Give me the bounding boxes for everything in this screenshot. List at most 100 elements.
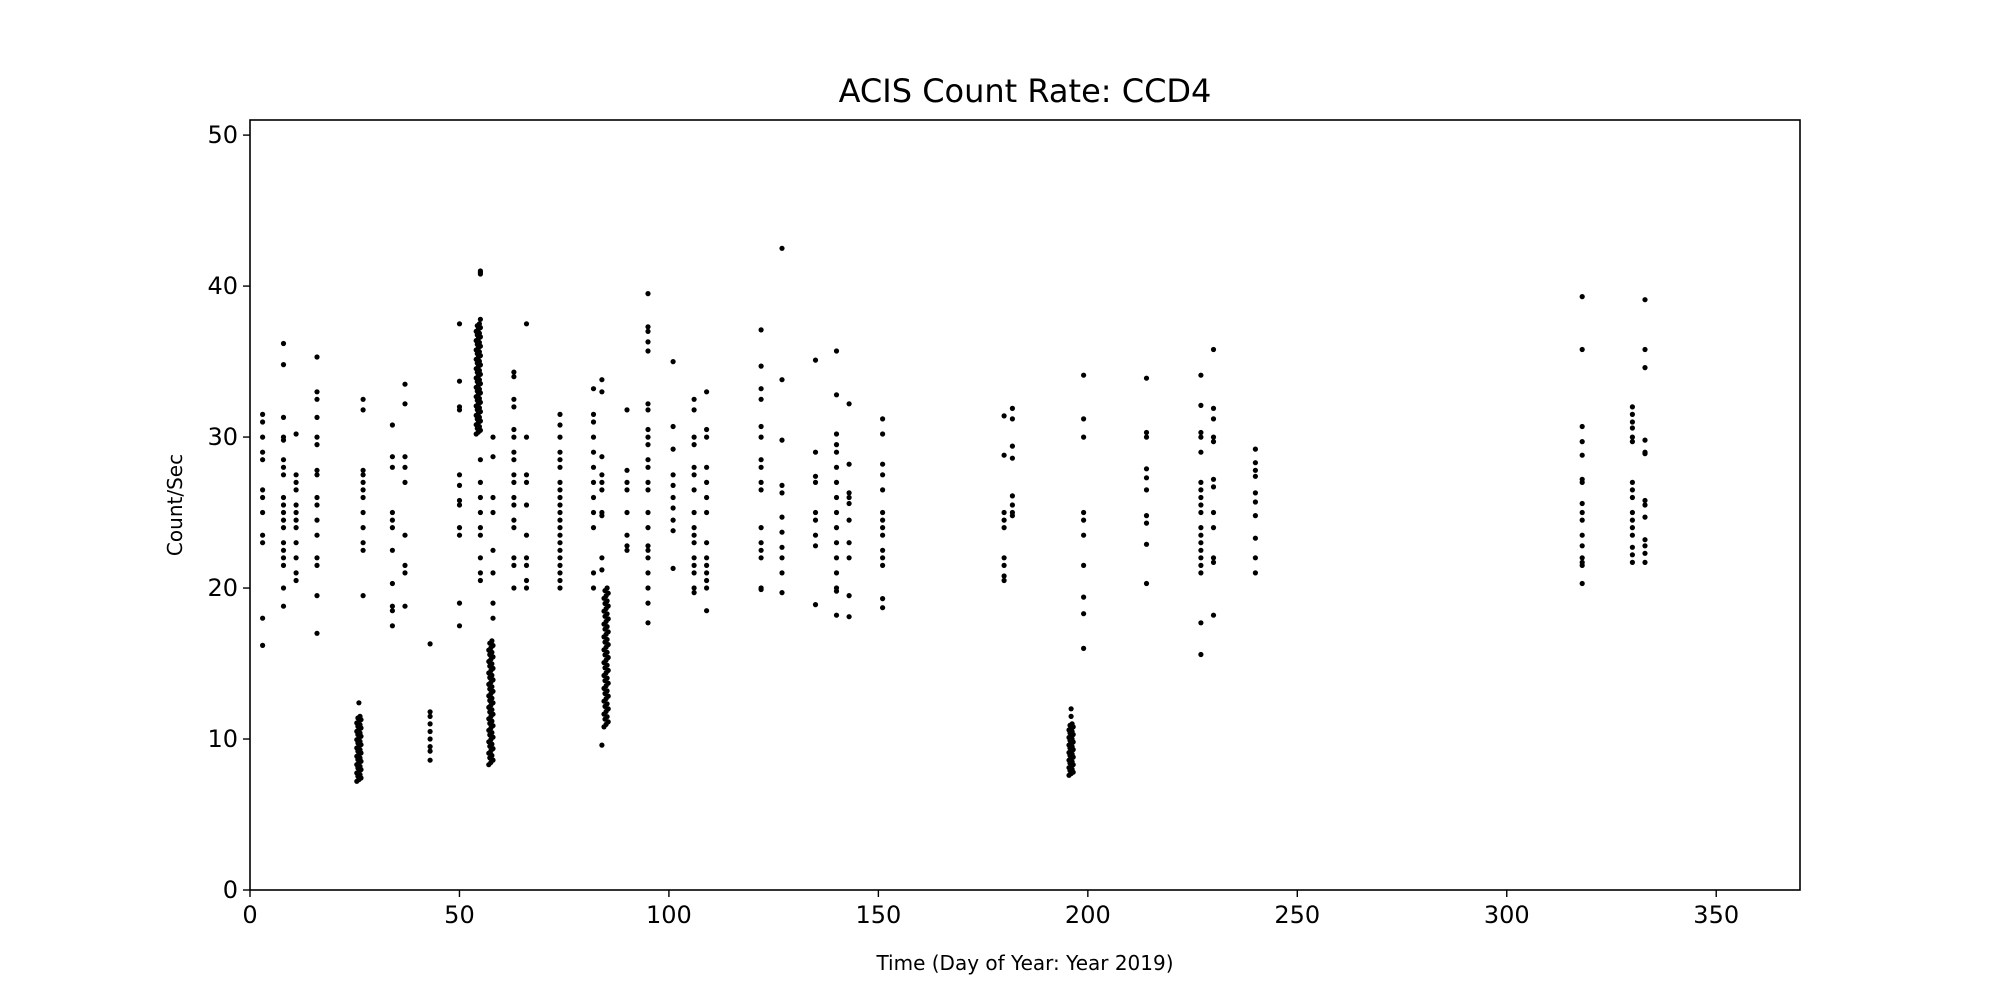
data-point — [293, 540, 299, 546]
data-point — [314, 467, 320, 473]
data-point — [1629, 532, 1635, 538]
data-point — [357, 713, 363, 720]
data-point — [1009, 455, 1016, 461]
data-point — [1081, 416, 1087, 422]
data-point — [293, 555, 299, 561]
data-point — [704, 494, 710, 501]
data-point — [511, 449, 517, 455]
data-point — [691, 434, 697, 440]
data-point — [1143, 541, 1150, 547]
data-point — [293, 502, 299, 508]
data-point — [880, 509, 886, 516]
data-point — [1198, 651, 1204, 658]
data-point — [624, 543, 630, 549]
data-point — [260, 642, 266, 649]
x-tick-label: 150 — [855, 901, 901, 929]
data-point — [645, 525, 651, 531]
data-point — [846, 461, 852, 467]
data-point — [1210, 559, 1217, 566]
data-point — [1210, 509, 1217, 516]
data-point — [427, 748, 433, 754]
data-point — [260, 509, 266, 516]
data-point — [624, 479, 630, 485]
data-point — [599, 487, 605, 493]
data-point — [490, 454, 496, 460]
data-point — [645, 600, 651, 606]
data-point — [314, 389, 320, 395]
data-point — [490, 600, 496, 606]
data-point — [880, 605, 886, 611]
data-point — [427, 728, 433, 735]
data-point — [833, 525, 840, 531]
data-point — [1642, 297, 1648, 303]
data-point — [314, 414, 320, 420]
data-point — [477, 457, 483, 463]
data-point — [360, 547, 366, 553]
data-point — [779, 555, 785, 561]
data-point — [1198, 540, 1204, 546]
data-point — [1198, 402, 1204, 408]
data-point — [846, 517, 852, 523]
data-point — [1001, 562, 1007, 569]
data-point — [1198, 509, 1204, 516]
data-point — [1629, 411, 1635, 417]
data-point — [293, 509, 299, 516]
data-point — [880, 525, 886, 531]
data-point — [1009, 513, 1016, 519]
data-point — [557, 479, 563, 485]
data-point — [758, 434, 764, 440]
data-point — [590, 434, 597, 440]
data-point — [599, 742, 605, 748]
data-point — [645, 487, 651, 493]
data-point — [880, 461, 886, 467]
data-point — [704, 608, 710, 614]
data-point — [293, 577, 299, 584]
data-point — [812, 509, 819, 516]
data-point — [1252, 473, 1258, 479]
data-point — [557, 570, 563, 576]
data-point — [691, 555, 697, 561]
data-point — [456, 532, 463, 538]
data-point — [260, 434, 266, 440]
data-point — [758, 423, 764, 430]
data-point — [779, 570, 785, 576]
data-point — [833, 588, 840, 594]
data-point — [427, 713, 433, 720]
data-point — [880, 532, 886, 538]
data-point — [1629, 525, 1635, 531]
data-point — [314, 434, 320, 440]
data-point — [1252, 490, 1258, 496]
data-point — [833, 431, 840, 437]
data-point — [1210, 434, 1217, 440]
data-point — [1579, 555, 1585, 561]
data-point — [511, 502, 517, 508]
data-point — [280, 414, 287, 420]
data-point — [1629, 439, 1635, 445]
data-point — [360, 509, 366, 516]
data-point — [314, 532, 320, 538]
data-point — [1579, 532, 1585, 538]
data-point — [812, 532, 819, 538]
data-point — [599, 479, 605, 485]
data-point — [1001, 577, 1007, 584]
data-point — [1009, 493, 1016, 499]
data-point — [360, 396, 366, 402]
data-point — [1210, 555, 1217, 561]
data-point — [645, 509, 651, 516]
data-point — [511, 457, 517, 463]
x-axis-label: Time (Day of Year: Year 2019) — [875, 951, 1173, 975]
data-point — [1001, 413, 1007, 419]
data-point — [456, 482, 463, 488]
y-tick-label: 30 — [207, 423, 238, 451]
data-point — [670, 505, 676, 511]
data-point — [1579, 439, 1585, 445]
data-point — [456, 497, 463, 504]
data-point — [280, 603, 287, 609]
data-point — [812, 449, 819, 455]
data-point — [477, 555, 483, 561]
data-point — [389, 623, 395, 629]
data-point — [833, 392, 840, 398]
data-point — [1198, 502, 1204, 508]
y-axis: 0 10 20 30 40 50 — [207, 121, 250, 904]
data-point — [402, 603, 408, 609]
